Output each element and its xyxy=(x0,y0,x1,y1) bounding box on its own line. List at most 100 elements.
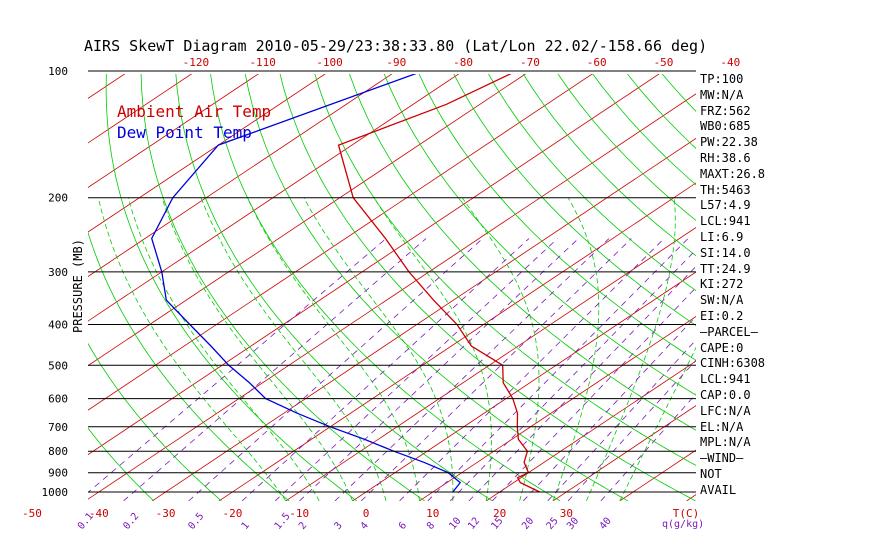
mixing-ratio-tick-label: 25 xyxy=(545,516,561,532)
mixing-ratio-line xyxy=(399,238,665,501)
moist-adiabat-line xyxy=(127,197,320,501)
isotherm-line xyxy=(352,271,696,501)
bottom-temp-tick-label: -50 xyxy=(22,507,42,520)
isotherm-line xyxy=(88,93,696,500)
pressure-tick-label: 800 xyxy=(48,445,68,458)
stat-row: FRZ:562 xyxy=(700,103,751,118)
mixing-ratio-tick-label: 2 xyxy=(297,520,309,532)
bottom-temp-tick-label: -40 xyxy=(89,507,109,520)
isotherm-line xyxy=(88,74,527,367)
stat-row: SI:14.0 xyxy=(700,245,751,260)
moist-adiabat-line xyxy=(200,197,387,501)
top-temp-tick-label: -90 xyxy=(386,56,406,69)
mixing-ratio-line xyxy=(274,238,558,501)
stat-row: LI:6.9 xyxy=(700,229,744,244)
mixing-ratio-tick-label: 1 xyxy=(240,520,252,532)
stat-row: TH:5463 xyxy=(700,182,751,197)
mixing-ratio-line xyxy=(492,286,696,501)
moist-adiabat-line xyxy=(373,197,492,501)
mixing-ratio-tick-label: 3 xyxy=(332,520,344,532)
stat-row: RH:38.6 xyxy=(700,150,751,165)
pressure-tick-label: 600 xyxy=(48,393,68,406)
isotherm-line xyxy=(0,62,76,501)
chart-title: AIRS SkewT Diagram 2010-05-29/23:38:33.8… xyxy=(84,37,707,55)
top-temp-tick-label: -100 xyxy=(316,56,343,69)
stat-row: MPL:N/A xyxy=(700,435,751,450)
top-temp-tick-label: -80 xyxy=(453,56,473,69)
isotherm-line xyxy=(485,360,696,501)
mixing-ratio-line xyxy=(299,238,579,501)
isotherm-line xyxy=(88,74,193,144)
pressure-tick-label: 900 xyxy=(48,467,68,480)
dry-adiabat-line xyxy=(0,71,18,501)
stat-row: TT:24.9 xyxy=(700,261,751,276)
mixing-ratio-tick-label: 10 xyxy=(447,516,463,532)
dry-adiabat-line xyxy=(140,74,425,501)
legend-ambient: Ambient Air Temp xyxy=(117,102,271,121)
bottom-temp-tick-label: -30 xyxy=(156,507,176,520)
stat-row: CAP:0.0 xyxy=(700,387,751,402)
top-temp-tick-label: -50 xyxy=(654,56,674,69)
isotherm-line xyxy=(419,316,696,501)
pressure-tick-label: 300 xyxy=(48,266,68,279)
dry-adiabat-line xyxy=(279,74,696,501)
stat-row: LFC:N/A xyxy=(700,403,751,418)
moist-adiabat-line xyxy=(97,197,287,501)
mixing-ratio-tick-label: 20 xyxy=(520,516,536,532)
dry-adiabat-line xyxy=(88,342,222,501)
moist-adiabat-line xyxy=(247,197,420,501)
stat-row: CAPE:0 xyxy=(700,340,744,355)
mixing-ratio-unit: q(g/kg) xyxy=(662,519,704,530)
mixing-ratio-line xyxy=(427,238,689,501)
dry-adiabat-line xyxy=(453,74,696,326)
bottom-axis-unit: T(C) xyxy=(673,507,700,520)
mixing-ratio-tick-label: 0.5 xyxy=(186,511,206,532)
dry-adiabat-line xyxy=(175,74,493,501)
mixing-ratio-line xyxy=(334,238,610,501)
stat-row: KI:272 xyxy=(700,277,744,292)
top-temp-tick-label: -110 xyxy=(249,56,276,69)
moist-adiabat-line xyxy=(619,346,696,501)
dry-adiabat-line xyxy=(522,74,696,257)
mixing-ratio-line xyxy=(241,238,530,501)
mixing-ratio-line xyxy=(468,265,696,501)
stat-row: —WIND— xyxy=(700,451,744,466)
mixing-ratio-tick-label: 40 xyxy=(598,516,614,532)
dry-adiabat-line xyxy=(314,74,696,466)
mixing-ratio-tick-label: 8 xyxy=(425,520,437,532)
stat-row: MW:N/A xyxy=(700,87,744,102)
mixing-ratio-line xyxy=(123,238,427,501)
stat-row: WB0:685 xyxy=(700,119,751,134)
legend-dewpoint: Dew Point Temp xyxy=(117,123,252,142)
top-temp-tick-label: -60 xyxy=(587,56,607,69)
stat-row: SW:N/A xyxy=(700,293,744,308)
dry-adiabat-line xyxy=(210,74,561,501)
mixing-ratio-line xyxy=(360,238,632,501)
pressure-tick-label: 400 xyxy=(48,318,68,331)
isotherm-line xyxy=(88,74,326,233)
isotherm-line xyxy=(552,405,696,501)
y-axis-label: PRESSURE (MB) xyxy=(71,239,85,333)
pressure-tick-label: 500 xyxy=(48,359,68,372)
stats-panel: TP:100 MW:N/A FRZ:562 WB0:685 PW:22.38 RH:38.… xyxy=(700,72,866,499)
mixing-ratio-line xyxy=(600,393,696,501)
isotherm-line xyxy=(151,137,696,501)
stat-row: PW:22.38 xyxy=(700,135,758,150)
isotherm-line xyxy=(285,226,696,501)
dewpoint-temp-line xyxy=(151,74,462,493)
stat-row: EI:0.2 xyxy=(700,308,744,323)
dry-adiabat-line xyxy=(488,74,696,292)
mixing-ratio-tick-label: 6 xyxy=(397,520,409,532)
moist-adiabat-line xyxy=(303,197,454,501)
top-temp-tick-label: -70 xyxy=(520,56,540,69)
pressure-tick-label: 700 xyxy=(48,421,68,434)
top-temp-tick-label: -40 xyxy=(720,56,740,69)
pressure-tick-label: 100 xyxy=(48,65,68,78)
stat-row: —PARCEL— xyxy=(700,324,758,339)
isotherm-line xyxy=(0,62,10,501)
ambient-temp-line xyxy=(337,74,540,493)
stat-row: MAXT:26.8 xyxy=(700,166,766,181)
dry-adiabat-line xyxy=(383,74,696,396)
dry-adiabat-line xyxy=(88,231,290,501)
